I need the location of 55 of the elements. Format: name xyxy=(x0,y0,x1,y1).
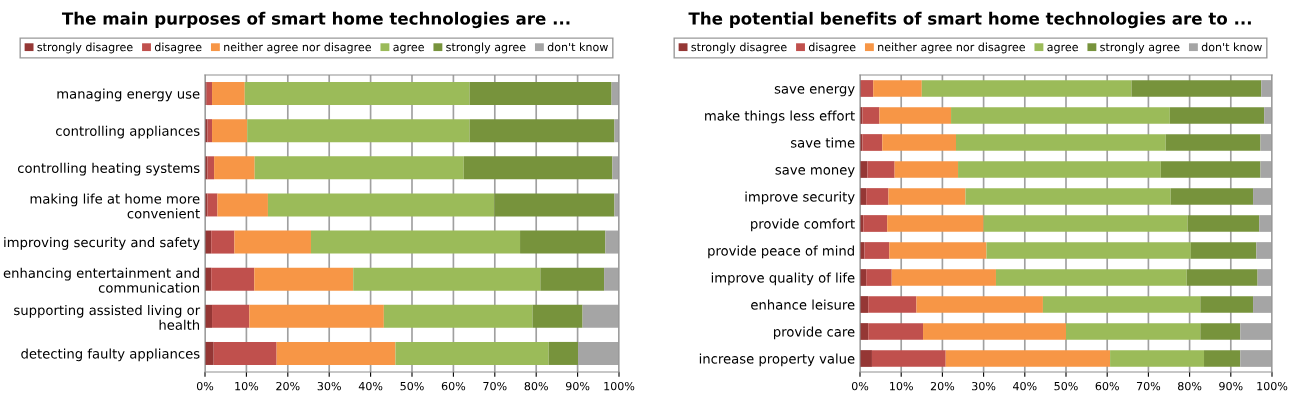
chart-title: The main purposes of smart home technologies are ... xyxy=(61,11,570,29)
x-tick-label: 100% xyxy=(1257,381,1288,391)
x-tick-label: 50% xyxy=(1054,381,1078,391)
legend-label: don't know xyxy=(547,42,608,52)
legend-label: disagree xyxy=(808,42,856,54)
x-tick-label: 20% xyxy=(930,381,955,391)
y-tick-label: making life at home more convenient xyxy=(30,193,200,219)
x-tick-label: 60% xyxy=(1095,381,1119,391)
x-tick-label: 50% xyxy=(400,381,424,391)
y-tick-label: provide care xyxy=(774,326,855,340)
x-tick-label: 80% xyxy=(1178,381,1202,391)
y-tick-label: controlling appliances xyxy=(56,125,200,139)
x-tick-label: 70% xyxy=(483,381,507,391)
x-tick-label: 0% xyxy=(851,381,869,391)
legend-label: disagree xyxy=(154,42,202,54)
y-tick-label: improve quality of life xyxy=(711,272,855,286)
x-tick-label: 30% xyxy=(972,381,996,391)
y-tick-label: provide comfort xyxy=(751,218,855,232)
y-tick-label: save energy xyxy=(774,86,855,97)
x-tick-label: 20% xyxy=(276,381,300,391)
x-tick-label: 40% xyxy=(1013,381,1037,391)
legend-label: agree xyxy=(393,44,424,54)
y-tick-label: save money xyxy=(775,167,855,178)
y-tick-label: detecting faulty appliances xyxy=(21,348,200,362)
x-tick-label: 60% xyxy=(441,381,466,391)
y-tick-label: enhancing entertainment and communication xyxy=(3,267,200,293)
x-tick-label: 10% xyxy=(235,381,259,391)
legend-label: neither agree nor disagree xyxy=(224,42,371,54)
y-tick-label: make things less effort xyxy=(705,110,855,124)
y-tick-label: enhance leisure xyxy=(751,299,855,310)
y-tick-label: improve security xyxy=(745,191,855,205)
x-tick-label: 100% xyxy=(604,381,635,391)
x-tick-label: 80% xyxy=(524,381,548,391)
x-tick-label: 70% xyxy=(1136,381,1161,391)
legend-label: don't know xyxy=(1201,42,1262,52)
x-tick-label: 30% xyxy=(317,381,341,391)
x-tick-label: 0% xyxy=(196,381,214,391)
y-tick-label: supporting assisted living or health xyxy=(14,304,201,330)
chart-title: The potential benefits of smart home technologies are to ... xyxy=(688,11,1251,29)
legend-label: agree xyxy=(1047,44,1078,54)
legend-label: neither agree nor disagree xyxy=(878,42,1025,54)
y-tick-label: managing energy use xyxy=(57,88,200,102)
x-tick-label: 10% xyxy=(890,381,913,391)
legend-label: strongly disagree xyxy=(691,42,787,54)
legend-label: strongly agree xyxy=(446,42,526,54)
x-tick-label: 90% xyxy=(565,381,590,391)
y-tick-label: improving security and safety xyxy=(4,237,200,250)
y-tick-label: save time xyxy=(790,137,855,148)
y-tick-label: increase property value xyxy=(699,353,855,367)
y-tick-label: provide peace of mind xyxy=(708,245,854,259)
y-tick-label: controlling heating systems xyxy=(17,162,200,176)
x-tick-label: 40% xyxy=(358,381,383,391)
x-tick-label: 90% xyxy=(1219,381,1243,391)
legend-label: strongly disagree xyxy=(37,42,133,54)
legend-label: strongly agree xyxy=(1100,42,1180,54)
